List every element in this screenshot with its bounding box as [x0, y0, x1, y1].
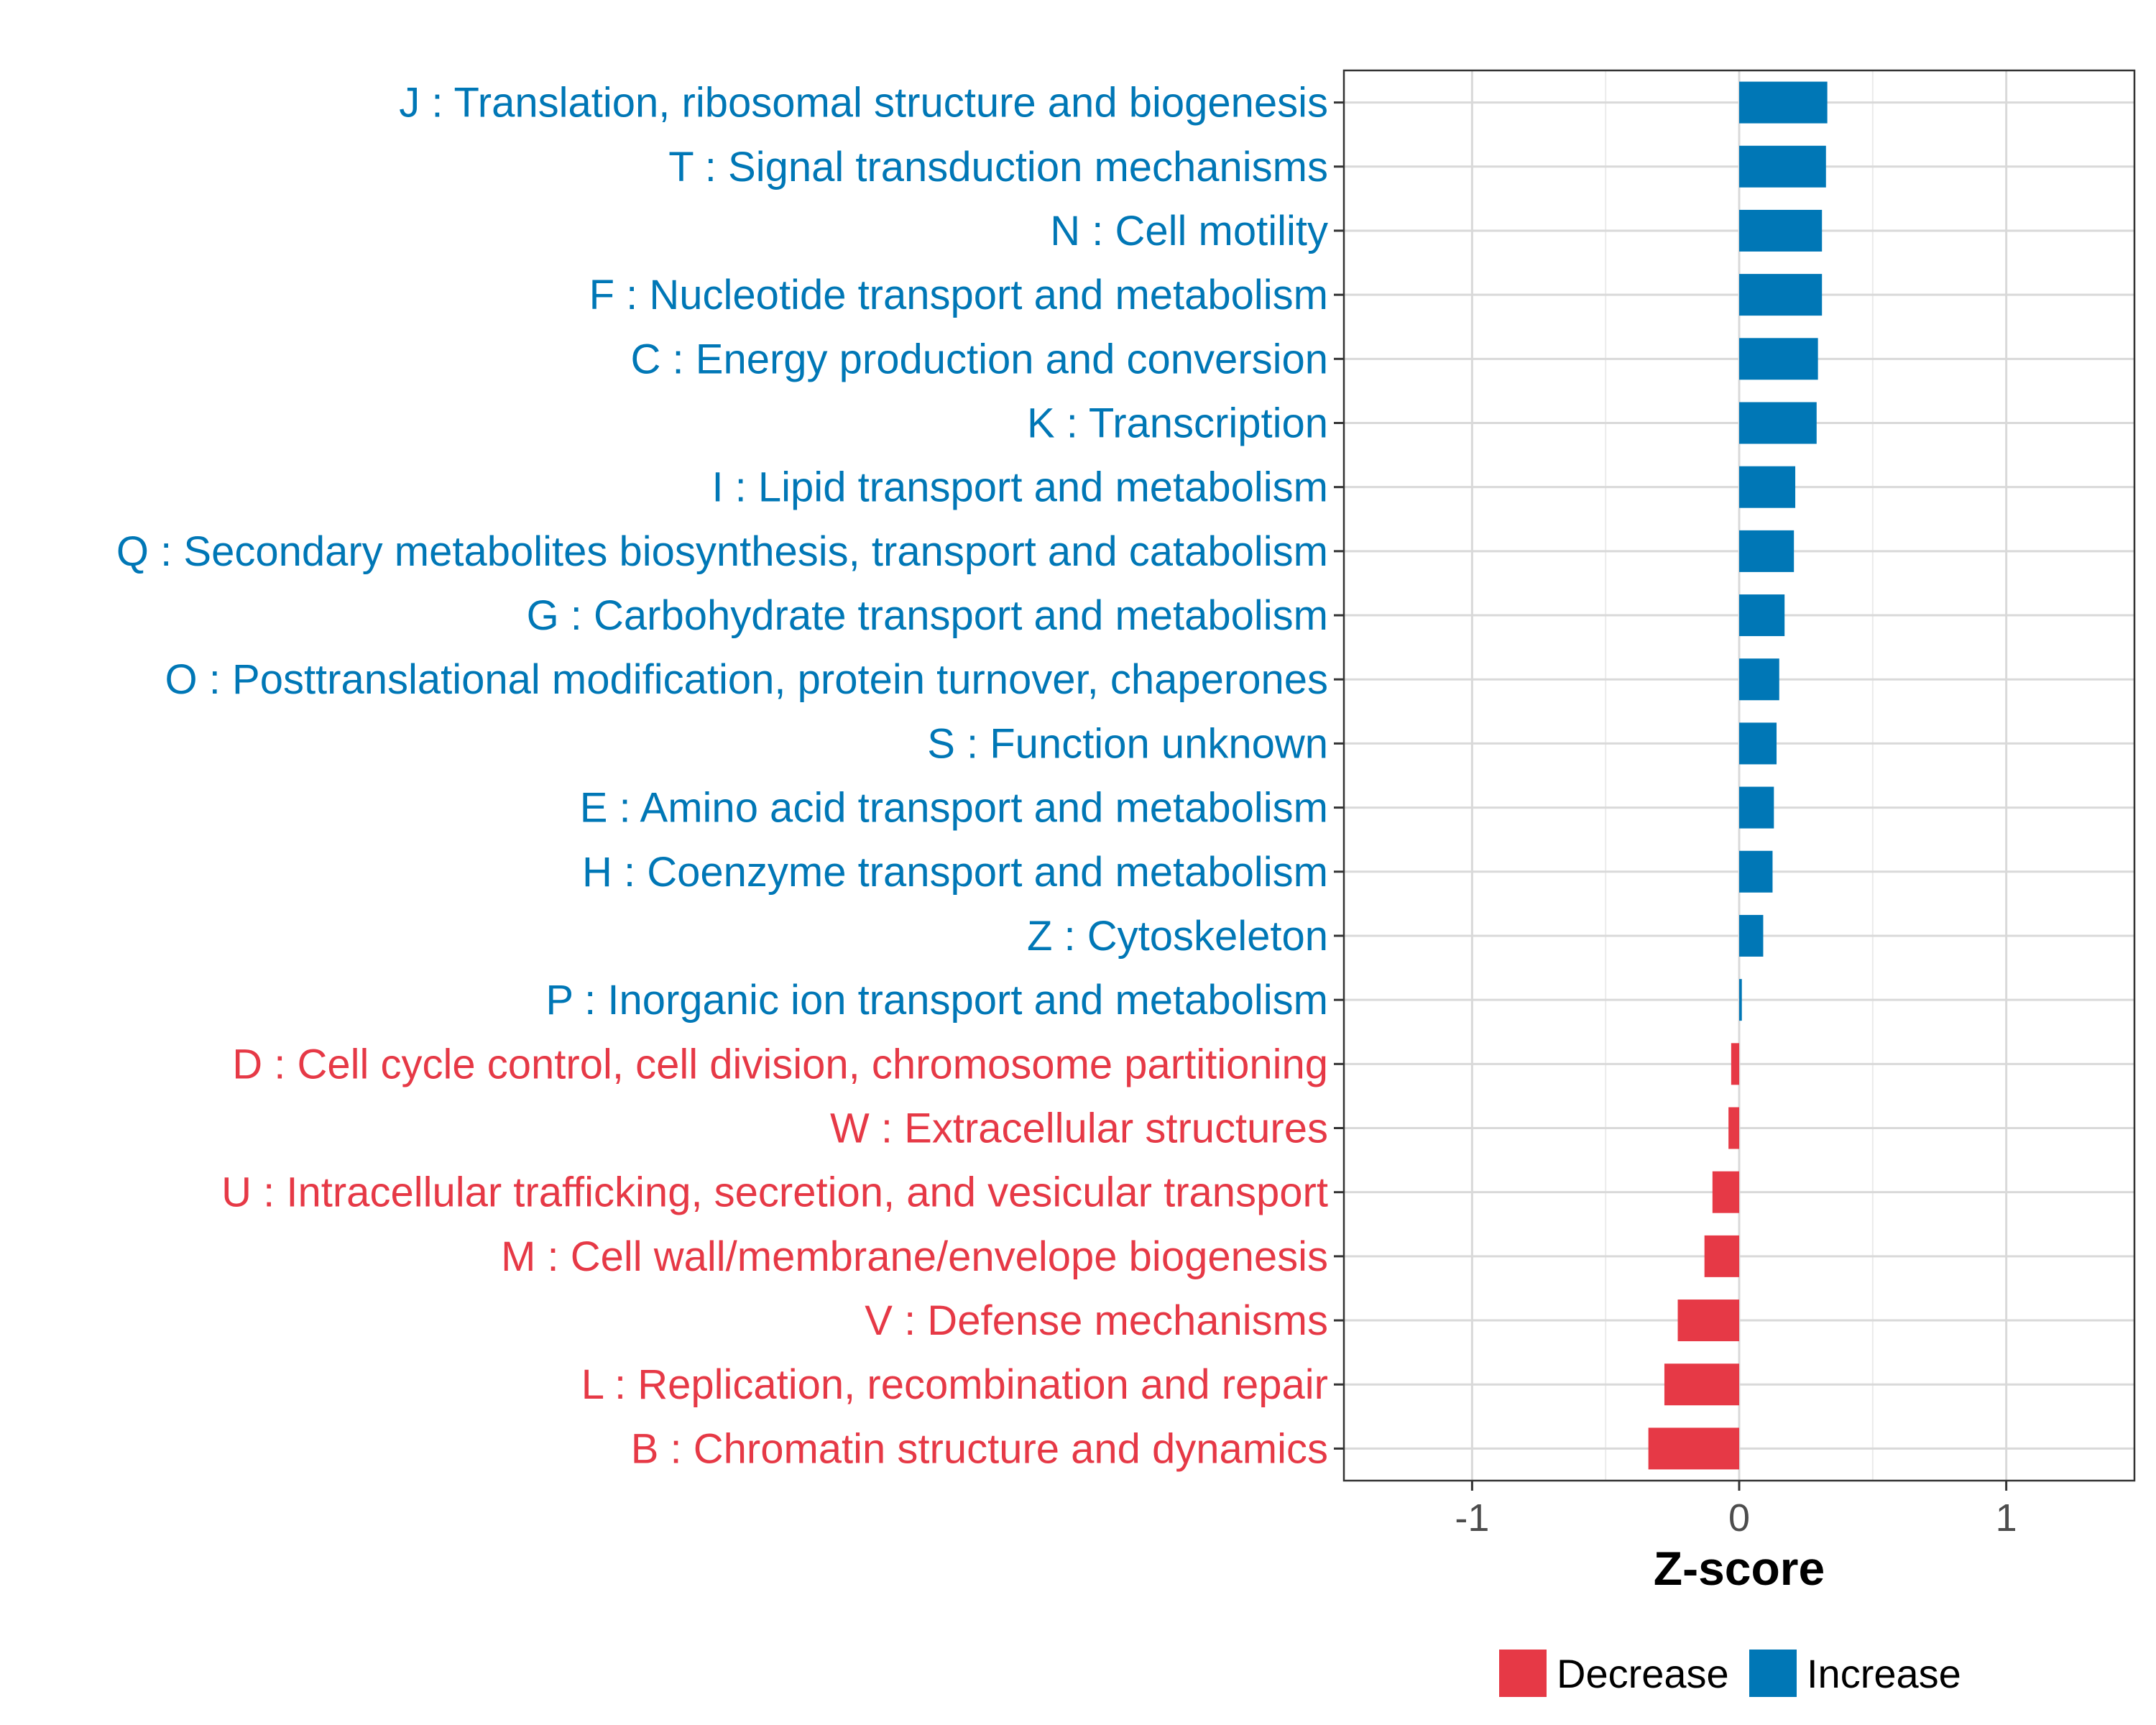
legend-key-increase	[1749, 1650, 1797, 1697]
bar	[1728, 1107, 1739, 1149]
bar	[1731, 1043, 1739, 1085]
category-label: G : Carbohydrate transport and metabolis…	[527, 592, 1328, 639]
bar	[1648, 1427, 1739, 1470]
bar	[1739, 209, 1823, 252]
bar	[1704, 1235, 1739, 1277]
x-tick-label: 0	[1728, 1496, 1750, 1540]
bar	[1739, 466, 1796, 508]
category-label: N : Cell motility	[1050, 208, 1328, 254]
x-tick-label: 1	[1996, 1496, 2017, 1540]
category-label: Q : Secondary metabolites biosynthesis, …	[116, 528, 1328, 575]
bar	[1739, 145, 1826, 188]
y-axis: J : Translation, ribosomal structure and…	[116, 80, 1344, 1472]
category-label: P : Inorganic ion transport and metaboli…	[545, 977, 1328, 1024]
category-label: F : Nucleotide transport and metabolism	[589, 272, 1328, 318]
category-label: B : Chromatin structure and dynamics	[631, 1425, 1328, 1472]
category-label: I : Lipid transport and metabolism	[711, 464, 1328, 511]
category-label: J : Translation, ribosomal structure and…	[399, 80, 1328, 126]
bar	[1739, 274, 1823, 316]
category-label: V : Defense mechanisms	[865, 1297, 1328, 1344]
legend: Decrease Increase	[1499, 1650, 1961, 1697]
bar	[1739, 850, 1773, 893]
category-label: O : Posttranslational modification, prot…	[165, 656, 1328, 703]
bar	[1739, 979, 1742, 1021]
bars	[1648, 81, 1828, 1470]
bar	[1739, 914, 1764, 957]
bar	[1739, 722, 1777, 765]
category-label: K : Transcription	[1027, 400, 1328, 447]
category-label: U : Intracellular trafficking, secretion…	[221, 1169, 1328, 1216]
category-label: W : Extracellular structures	[830, 1105, 1328, 1152]
bar	[1739, 81, 1828, 124]
bar	[1739, 786, 1774, 829]
legend-label: Decrease	[1557, 1651, 1729, 1696]
x-axis-title: Z-score	[1654, 1542, 1825, 1595]
category-label: C : Energy production and conversion	[631, 336, 1328, 382]
bar	[1739, 658, 1779, 701]
legend-label: Increase	[1807, 1651, 1961, 1696]
category-label: D : Cell cycle control, cell division, c…	[232, 1041, 1328, 1087]
category-label: E : Amino acid transport and metabolism	[580, 785, 1328, 832]
bar	[1664, 1363, 1739, 1406]
category-label: L : Replication, recombination and repai…	[581, 1361, 1328, 1408]
bar	[1677, 1300, 1739, 1342]
legend-key-decrease	[1499, 1650, 1547, 1697]
category-label: T : Signal transduction mechanisms	[668, 144, 1328, 190]
category-label: H : Coenzyme transport and metabolism	[582, 849, 1328, 896]
category-label: Z : Cytoskeleton	[1027, 913, 1328, 960]
bar	[1739, 530, 1795, 572]
bar	[1739, 402, 1817, 444]
bar	[1712, 1171, 1739, 1213]
category-label: S : Function unknown	[927, 720, 1328, 767]
x-axis: -1 0 1	[1455, 1481, 2017, 1540]
bar	[1739, 338, 1818, 380]
x-tick-label: -1	[1455, 1496, 1489, 1540]
bar	[1739, 594, 1785, 637]
category-label: M : Cell wall/membrane/envelope biogenes…	[501, 1233, 1328, 1280]
